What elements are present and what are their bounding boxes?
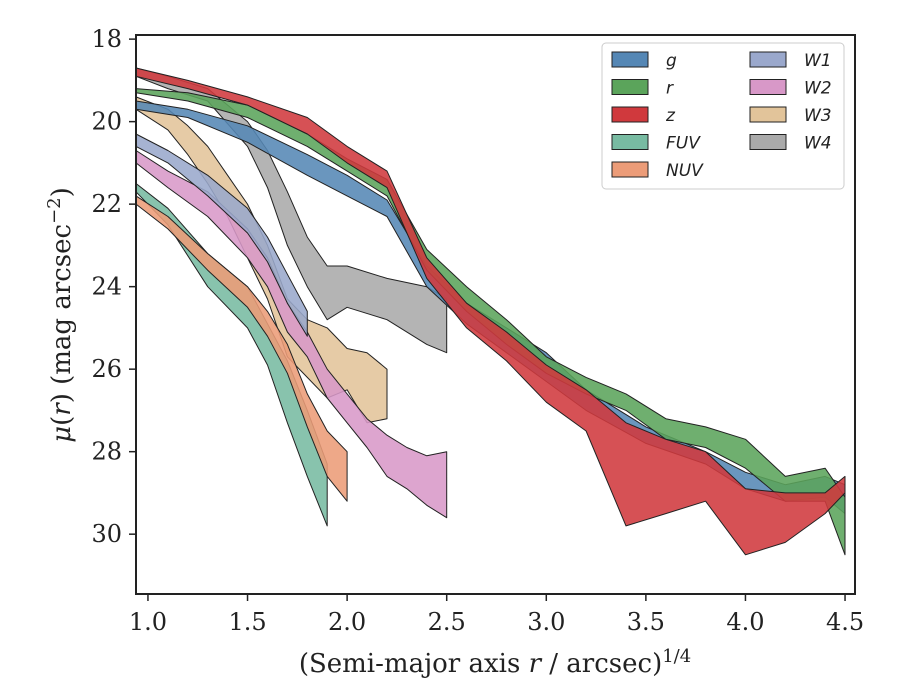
profile-bands	[135, 67, 846, 556]
legend-swatch	[611, 51, 649, 68]
legend-swatch	[611, 161, 649, 178]
y-axis-label: μ(r) (mag arcsec−2)	[44, 187, 77, 443]
legend-label: r	[666, 79, 674, 99]
legend: grz FUV NUV W1 W2 W3 W4	[601, 42, 845, 190]
legend-swatch	[611, 134, 649, 150]
legend-label: z	[665, 106, 676, 126]
x-tick-label: 1.5	[228, 608, 266, 636]
y-axis: 18 20 22 24 26 28 30	[91, 25, 136, 548]
y-tick-label: 28	[91, 438, 122, 466]
y-tick-label: 30	[91, 520, 122, 548]
y-tick-label: 24	[91, 273, 122, 301]
legend-label: W1	[804, 51, 832, 71]
x-tick-label: 2.5	[428, 608, 466, 636]
legend-swatch	[611, 79, 649, 95]
y-tick-label: 26	[91, 355, 122, 383]
x-axis-label: (Semi-major axis r / arcsec)1/4	[299, 646, 691, 679]
plot-frame	[135, 34, 856, 595]
legend-swatch	[749, 79, 787, 95]
y-tick-label: 20	[91, 108, 122, 136]
x-tick-label: 3.0	[527, 608, 565, 636]
legend-label: NUV	[666, 161, 704, 181]
y-tick-label: 22	[91, 190, 122, 218]
x-tick-label: 2.0	[328, 608, 366, 636]
band-nuv	[135, 195, 348, 502]
x-tick-label: 4.5	[826, 608, 864, 636]
y-tick-label: 18	[91, 25, 122, 53]
band-z	[135, 67, 846, 556]
legend-swatch	[611, 106, 649, 123]
legend-swatch	[749, 106, 787, 123]
legend-label: W3	[804, 106, 832, 126]
legend-swatch	[749, 51, 787, 68]
x-axis: 1.0 1.5 2.0 2.5 3.0 3.5 4.0 4.5	[129, 594, 864, 636]
band-w1	[135, 133, 308, 337]
legend-swatch	[749, 134, 787, 150]
x-tick-label: 3.5	[627, 608, 665, 636]
legend-label: W2	[804, 79, 832, 99]
legend-label: W4	[804, 134, 832, 154]
x-tick-label: 1.0	[129, 608, 167, 636]
x-tick-label: 4.0	[726, 608, 764, 636]
legend-label: FUV	[666, 134, 701, 154]
legend-label: g	[666, 51, 677, 71]
